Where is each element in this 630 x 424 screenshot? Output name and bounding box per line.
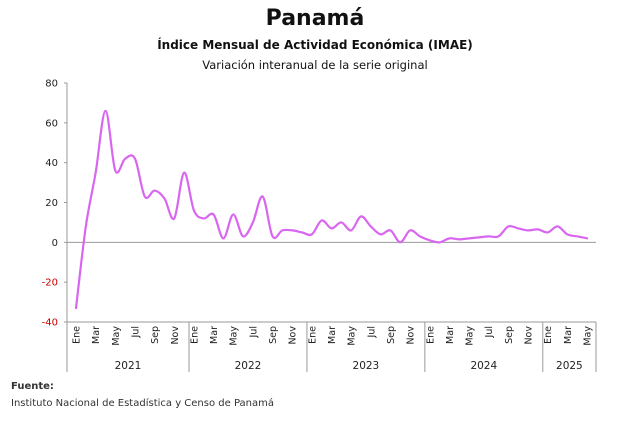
x-tick-label: Sep bbox=[504, 326, 515, 344]
y-tick-label: -40 bbox=[42, 318, 58, 329]
x-tick-label: Sep bbox=[386, 326, 397, 344]
x-tick-label: Ene bbox=[543, 326, 554, 344]
year-label: 2024 bbox=[470, 360, 497, 372]
y-tick-label: 0 bbox=[52, 238, 58, 249]
x-tick-label: Sep bbox=[268, 326, 279, 344]
source-label: Fuente: bbox=[11, 381, 54, 392]
x-tick-label: Nov bbox=[288, 326, 299, 345]
year-label: 2022 bbox=[235, 360, 262, 372]
series-line bbox=[74, 109, 589, 310]
year-label: 2025 bbox=[556, 360, 583, 372]
chart-subtitle: Índice Mensual de Actividad Económica (I… bbox=[157, 38, 473, 52]
y-tick-label: 20 bbox=[45, 198, 58, 209]
x-tick-label: May bbox=[111, 326, 122, 346]
year-label: 2023 bbox=[353, 360, 380, 372]
x-tick-label: Mar bbox=[209, 326, 220, 344]
chart-title: Panamá bbox=[265, 6, 365, 31]
y-tick-label: 80 bbox=[45, 79, 58, 90]
x-tick-label: Ene bbox=[425, 326, 436, 344]
x-tick-label: Mar bbox=[91, 326, 102, 344]
x-tick-label: May bbox=[583, 326, 594, 346]
chart-description: Variación interanual de la serie origina… bbox=[202, 58, 428, 72]
x-tick-label: May bbox=[465, 326, 476, 346]
source-text: Instituto Nacional de Estadística y Cens… bbox=[11, 398, 274, 409]
x-tick-label: Ene bbox=[307, 326, 318, 344]
x-tick-label: Jul bbox=[248, 326, 259, 338]
x-tick-label: Mar bbox=[563, 326, 574, 344]
x-tick-label: Ene bbox=[189, 326, 200, 344]
x-tick-label: Jul bbox=[484, 326, 495, 338]
x-tick-label: Jul bbox=[130, 326, 141, 338]
x-tick-label: Sep bbox=[150, 326, 161, 344]
y-tick-label: -20 bbox=[42, 278, 58, 289]
x-tick-label: Jul bbox=[366, 326, 377, 338]
x-tick-label: Nov bbox=[524, 326, 535, 345]
x-tick-label: Mar bbox=[327, 326, 338, 344]
x-tick-label: May bbox=[347, 326, 358, 346]
x-tick-label: Mar bbox=[445, 326, 456, 344]
x-tick-label: Nov bbox=[406, 326, 417, 345]
x-tick-label: Ene bbox=[72, 326, 83, 344]
x-tick-label: Nov bbox=[170, 326, 181, 345]
y-tick-label: 40 bbox=[45, 158, 58, 169]
x-tick-label: May bbox=[229, 326, 240, 346]
year-label: 2021 bbox=[115, 360, 142, 372]
y-tick-label: 60 bbox=[45, 118, 58, 129]
